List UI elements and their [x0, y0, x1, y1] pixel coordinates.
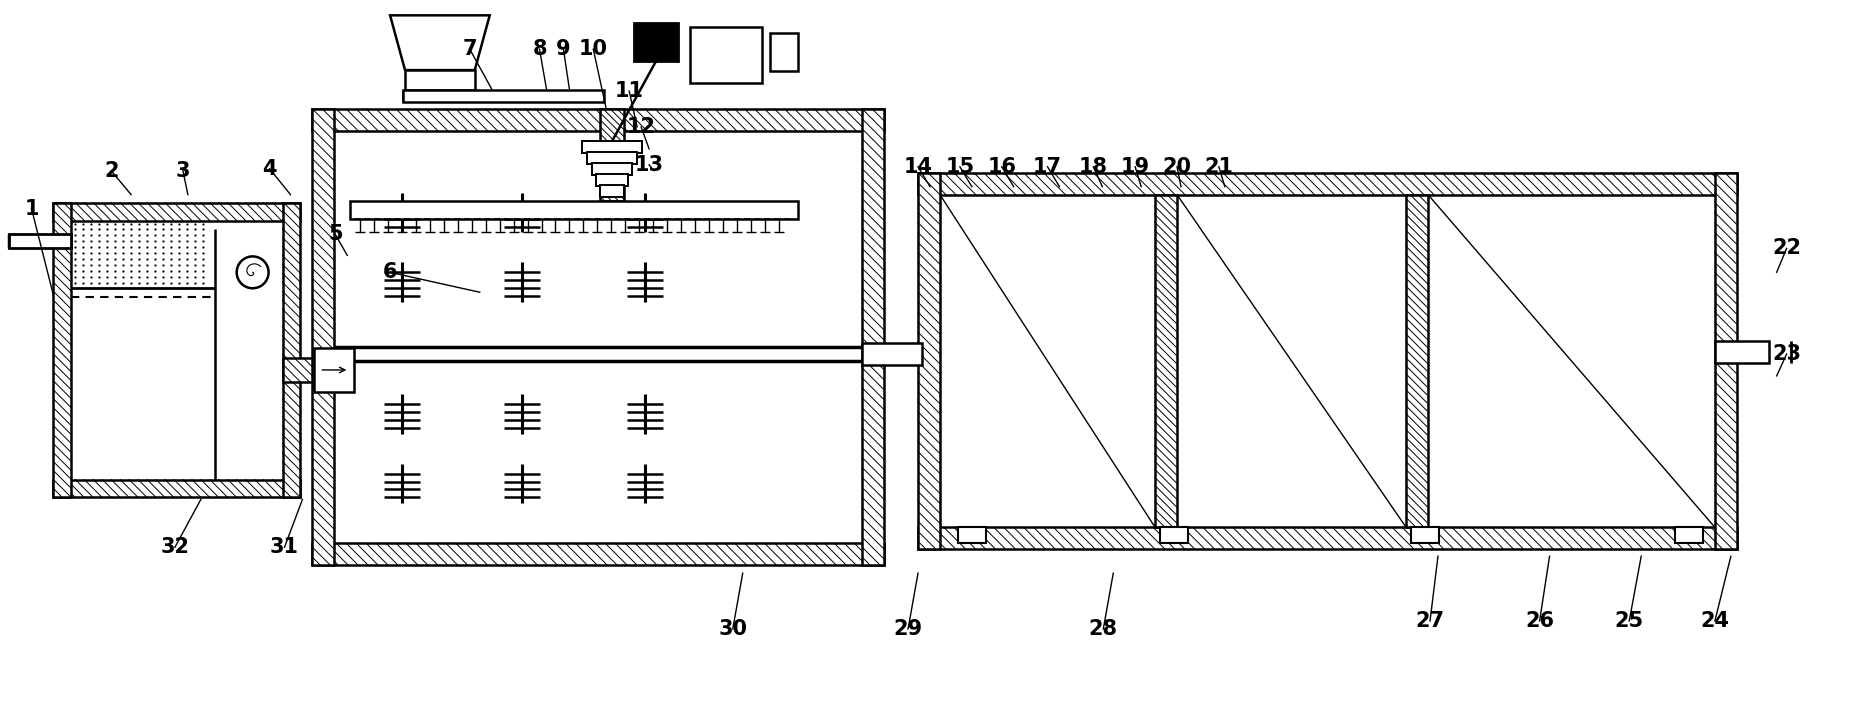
Text: 11: 11: [615, 81, 644, 101]
Bar: [1155, 195, 1177, 528]
Text: 20: 20: [1162, 157, 1192, 177]
Bar: [918, 528, 1736, 549]
Text: 19: 19: [1120, 157, 1149, 177]
Polygon shape: [391, 16, 491, 70]
Text: 4: 4: [263, 159, 278, 179]
Text: 16: 16: [987, 157, 1016, 177]
Bar: [635, 24, 677, 61]
Bar: [315, 348, 354, 392]
Text: 21: 21: [1205, 157, 1233, 177]
Bar: [313, 109, 885, 131]
Bar: [9, 235, 72, 248]
Text: 7: 7: [463, 39, 478, 59]
Text: 10: 10: [579, 39, 607, 59]
Bar: [1675, 528, 1703, 543]
Bar: [54, 202, 300, 220]
Bar: [313, 109, 335, 565]
Text: 26: 26: [1525, 611, 1555, 631]
Bar: [957, 528, 987, 543]
Bar: [592, 163, 633, 175]
Bar: [54, 480, 300, 498]
Text: 30: 30: [718, 619, 748, 639]
Text: 22: 22: [1771, 238, 1801, 258]
Text: 14: 14: [903, 157, 933, 177]
Bar: [596, 174, 627, 185]
Text: 15: 15: [946, 157, 974, 177]
Text: 3: 3: [176, 160, 191, 180]
Bar: [690, 27, 761, 83]
Text: 13: 13: [635, 155, 663, 175]
Text: 31: 31: [270, 538, 300, 558]
Text: 2: 2: [104, 160, 118, 180]
Text: 29: 29: [894, 619, 922, 639]
Text: 18: 18: [1079, 157, 1109, 177]
Bar: [600, 185, 624, 197]
Text: 8: 8: [533, 39, 546, 59]
Bar: [313, 543, 885, 565]
Text: 6: 6: [383, 262, 398, 282]
Bar: [1410, 528, 1438, 543]
Circle shape: [237, 257, 268, 288]
Text: 1: 1: [24, 199, 39, 219]
Bar: [1714, 173, 1736, 549]
Text: 25: 25: [1614, 611, 1644, 631]
Bar: [770, 34, 798, 71]
Bar: [404, 90, 603, 102]
Text: 32: 32: [161, 538, 189, 558]
Bar: [1407, 195, 1427, 528]
Bar: [583, 141, 642, 153]
Bar: [863, 109, 885, 565]
Bar: [600, 109, 624, 200]
Text: 17: 17: [1033, 157, 1062, 177]
Text: 9: 9: [555, 39, 570, 59]
Bar: [283, 358, 318, 382]
Bar: [283, 202, 300, 498]
Text: 5: 5: [328, 225, 342, 245]
Text: 24: 24: [1701, 611, 1729, 631]
Bar: [918, 173, 1736, 195]
Bar: [350, 200, 798, 219]
Bar: [405, 70, 474, 90]
Bar: [54, 202, 72, 498]
Bar: [1714, 341, 1770, 363]
Bar: [918, 173, 940, 549]
Bar: [587, 152, 637, 164]
Text: 27: 27: [1416, 611, 1444, 631]
Text: 12: 12: [627, 117, 655, 137]
Bar: [863, 343, 922, 365]
Text: 28: 28: [1088, 619, 1118, 639]
Text: 23: 23: [1771, 344, 1801, 364]
Bar: [1161, 528, 1188, 543]
